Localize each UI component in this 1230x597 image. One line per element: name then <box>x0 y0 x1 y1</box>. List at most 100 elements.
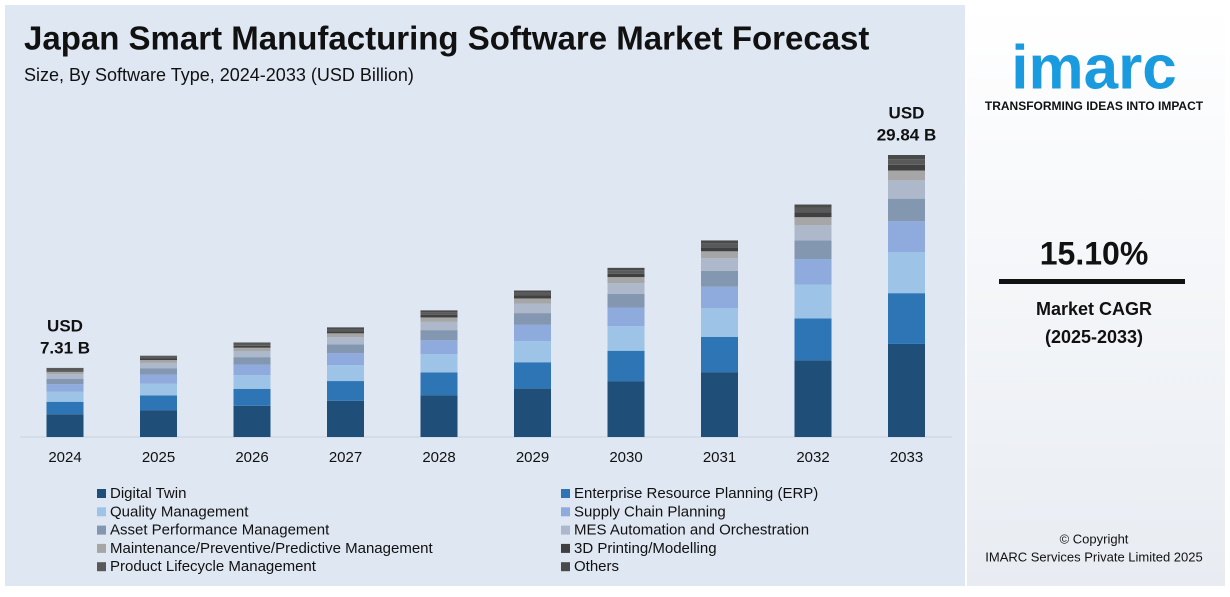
bar-segment <box>420 310 458 313</box>
x-tick-label: 2028 <box>422 449 455 466</box>
bar-segment <box>607 381 645 437</box>
bar-segment <box>327 331 364 334</box>
bar-segment <box>327 353 364 366</box>
bar-segment <box>140 360 177 363</box>
chart-title: Japan Smart Manufacturing Software Marke… <box>24 20 869 57</box>
x-tick-label: 2032 <box>796 449 829 466</box>
bar-segment <box>514 290 551 293</box>
bar-segment <box>140 374 177 384</box>
bar-segment <box>888 164 925 171</box>
side-panel <box>967 5 1225 586</box>
bar-segment <box>46 370 84 372</box>
legend-label: Product Lifecycle Management <box>110 558 317 575</box>
bar-segment <box>794 204 832 208</box>
bar-segment <box>420 372 458 396</box>
cagr: 15.10% <box>1040 235 1149 271</box>
bar-segment <box>140 383 177 396</box>
bar-segment <box>794 318 832 361</box>
bar-segment <box>327 344 364 354</box>
bar-segment <box>888 159 925 165</box>
bar-segment <box>607 277 645 284</box>
bar-segment <box>888 155 925 160</box>
bar-segment <box>514 295 551 299</box>
legend-swatch <box>97 507 106 517</box>
company: IMARC Services Private Limited 2025 <box>985 549 1202 564</box>
bar-segment <box>140 355 177 357</box>
bar-segment <box>888 343 925 437</box>
bar-segment <box>46 368 84 371</box>
bar-segment <box>888 252 925 294</box>
bar-segment <box>607 326 645 351</box>
bar-segment <box>233 405 271 437</box>
bar-segment <box>46 401 84 415</box>
bar-segment <box>514 303 551 314</box>
bar-segment <box>140 362 177 369</box>
bar-segment <box>46 374 84 379</box>
legend-swatch <box>97 543 106 553</box>
bar-segment <box>420 330 458 341</box>
bar-segment <box>607 273 645 278</box>
bar-segment <box>46 414 84 437</box>
bar-segment <box>420 317 458 322</box>
bar-segment <box>794 284 832 319</box>
bar-segment <box>607 294 645 308</box>
bar-segment <box>701 243 738 248</box>
bar-segment <box>607 283 645 295</box>
bar-segment <box>140 410 177 437</box>
x-tick-label: 2033 <box>890 449 923 466</box>
bar-segment <box>701 258 738 271</box>
bar-segment <box>140 358 177 361</box>
bar-segment <box>514 313 551 325</box>
bar-segment <box>514 340 551 363</box>
bar-segment <box>46 378 84 385</box>
legend-label: Maintenance/Preventive/Predictive Manage… <box>110 540 434 557</box>
legend-swatch <box>97 525 106 535</box>
bar-segment <box>514 324 551 341</box>
bar-segment <box>233 357 271 365</box>
bar-segment <box>607 267 645 271</box>
bar-segment <box>701 308 738 337</box>
bar-segment <box>701 286 738 309</box>
legend-label: MES Automation and Orchestration <box>574 522 809 539</box>
bar-segment <box>233 347 271 352</box>
bar-segment <box>140 356 177 359</box>
bar-segment <box>420 314 458 318</box>
bar-segment <box>46 371 84 375</box>
bar-segment <box>327 381 364 401</box>
tagline: TRANSFORMING IDEAS INTO IMPACT <box>985 99 1204 113</box>
bar-segment <box>794 207 832 213</box>
bar-segment <box>514 362 551 389</box>
total-prefix: USD <box>889 103 925 122</box>
logo: imarc <box>1011 33 1176 102</box>
bar-segment <box>233 351 271 358</box>
x-tick-label: 2026 <box>235 449 268 466</box>
bar-segment <box>233 342 271 344</box>
bar-segment <box>327 328 364 332</box>
bar-segment <box>233 364 271 376</box>
bar-segment <box>794 217 832 226</box>
bar-segment <box>46 384 84 392</box>
bar-segment <box>327 333 364 338</box>
x-tick-label: 2029 <box>516 449 549 466</box>
bar-segment <box>420 321 458 331</box>
bar-segment <box>327 400 364 437</box>
bar-segment <box>701 336 738 373</box>
legend-label: Others <box>574 558 619 575</box>
bar-segment <box>233 345 271 348</box>
bar-segment <box>140 368 177 375</box>
total-prefix: USD <box>47 316 83 335</box>
legend-swatch <box>561 525 570 535</box>
chart-subtitle: Size, By Software Type, 2024-2033 (USD B… <box>24 65 414 85</box>
bar-segment <box>701 247 738 252</box>
bar-segment <box>420 312 458 315</box>
bar-segment <box>888 221 925 253</box>
bar-segment <box>794 212 832 218</box>
bar-segment <box>420 395 458 437</box>
legend-label: Asset Performance Management <box>110 522 330 539</box>
bar-segment <box>514 292 551 296</box>
total-label: 29.84 B <box>877 125 937 144</box>
bar-segment <box>794 360 832 437</box>
x-tick-label: 2025 <box>142 449 175 466</box>
